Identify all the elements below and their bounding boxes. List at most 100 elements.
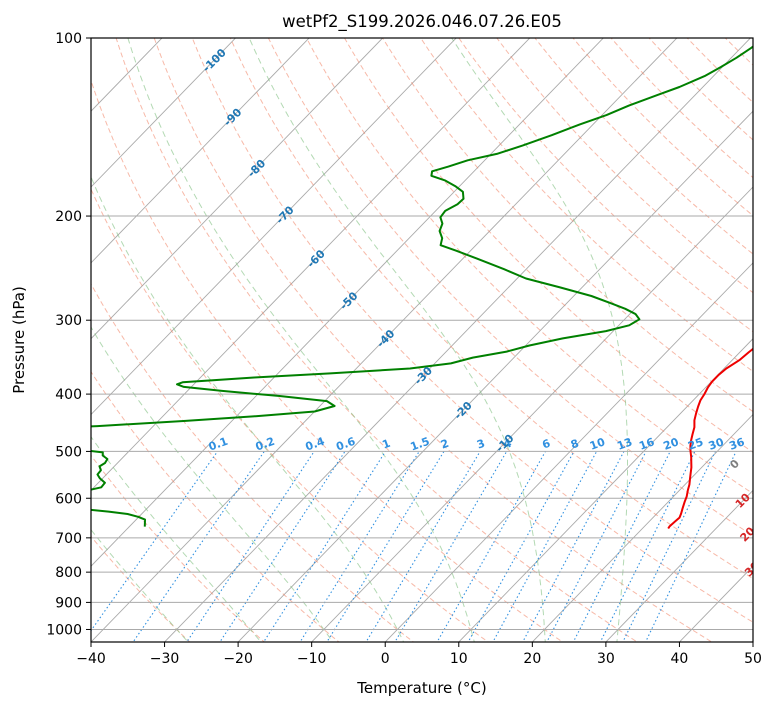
mixing-ratio-line xyxy=(492,451,598,642)
y-tick-label: 700 xyxy=(55,531,82,547)
isotherm-line xyxy=(605,489,753,642)
mixing-ratio-line xyxy=(132,451,265,642)
isotherm-line xyxy=(531,413,753,642)
mixing-ratio-line xyxy=(186,451,315,642)
y-axis-label: Pressure (hPa) xyxy=(10,286,28,394)
x-tick-label: −30 xyxy=(150,651,180,667)
mixing-ratio-line xyxy=(644,451,737,642)
isotherm-lines xyxy=(91,38,753,642)
x-tick-label: −40 xyxy=(76,651,106,667)
dry-adiabat-line xyxy=(153,38,713,642)
x-tick-label: −20 xyxy=(223,651,253,667)
mixing-ratio-label: 6 xyxy=(540,437,552,452)
mixing-ratio-label: 10 xyxy=(588,435,607,453)
isotherm-line xyxy=(91,38,531,491)
mixing-ratio-label: 0.6 xyxy=(334,435,357,454)
mixing-ratio-line xyxy=(436,451,546,642)
mixing-ratio-lines xyxy=(91,451,737,642)
mixing-ratio-line xyxy=(263,451,386,642)
mixing-ratio-line xyxy=(599,451,696,642)
isotherm-line xyxy=(91,38,457,416)
mixing-ratio-label: 3 xyxy=(475,437,487,452)
y-tick-label: 900 xyxy=(55,595,82,611)
moist-adiabat-line xyxy=(451,38,628,642)
dry-adiabat-line xyxy=(91,535,191,642)
x-axis-label: Temperature (°C) xyxy=(356,679,486,697)
isotherm-line xyxy=(91,38,384,340)
isotherm-line xyxy=(384,262,753,642)
dry-adiabat-line xyxy=(91,188,489,642)
dry-adiabat-line xyxy=(91,370,340,642)
mixing-ratio-label: 0.2 xyxy=(254,435,277,454)
mixing-ratio-label: 1.5 xyxy=(409,435,432,454)
mixing-ratio-label: 0.4 xyxy=(304,435,327,454)
isotherm-line xyxy=(237,110,753,642)
dewpoint-profile-line xyxy=(91,45,753,527)
mixing-ratio-label: 36 xyxy=(727,435,746,453)
dry-adiabat-line xyxy=(91,283,415,642)
dry-adiabat-line xyxy=(382,38,753,413)
mixing-ratio-label: 4 xyxy=(502,437,514,452)
chart-title: wetPf2_S199.2026.046.07.26.E05 xyxy=(282,12,562,32)
axes: −40 −30 −20 −10 0 10 20 30 40 50 1000 900 800 700 600 5… xyxy=(46,31,762,667)
y-tick-label: 1000 xyxy=(46,622,82,638)
mixing-ratio-line xyxy=(394,451,508,642)
mixing-ratio-label: 16 xyxy=(637,435,656,453)
y-tick-label: 400 xyxy=(55,387,82,403)
x-tick-label: −10 xyxy=(297,651,327,667)
mixing-ratio-label: 13 xyxy=(615,435,634,452)
sounding-profiles xyxy=(91,45,753,530)
mixing-ratio-label: 25 xyxy=(686,435,705,452)
mixing-ratio-line xyxy=(622,451,716,642)
y-tick-label: 500 xyxy=(55,444,82,460)
x-tick-label: 40 xyxy=(671,651,689,667)
dry-adiabat-line xyxy=(496,38,753,294)
dry-adiabat-line xyxy=(267,38,753,537)
dry-adiabat-line xyxy=(420,38,753,373)
y-tick-label: 200 xyxy=(55,209,82,225)
isotherm-line xyxy=(163,38,752,642)
pressure-gridlines xyxy=(91,38,753,630)
dry-adiabat-lines xyxy=(91,38,753,642)
temperature-profile-line xyxy=(667,347,753,530)
isotherm-line xyxy=(458,338,753,642)
isotherm-line xyxy=(91,38,237,188)
moist-adiabat-label: 30 xyxy=(742,559,762,579)
mixing-ratio-line xyxy=(91,451,218,632)
moist-adiabat-line xyxy=(91,436,262,642)
plot-frame xyxy=(90,37,754,643)
mixing-ratio-label: 1 xyxy=(380,437,392,452)
y-tick-label: 300 xyxy=(55,313,82,329)
moist-adiabat-lines xyxy=(91,38,628,642)
isotherm-line xyxy=(311,186,753,642)
dry-adiabat-line xyxy=(115,38,639,642)
moist-adiabat-line xyxy=(248,38,546,642)
dry-adiabat-line xyxy=(305,38,753,495)
mixing-ratio-label: 2 xyxy=(439,437,451,452)
dry-adiabat-line xyxy=(191,38,753,623)
moist-adiabat-line xyxy=(127,38,475,642)
mixing-ratio-label: 0.1 xyxy=(207,435,230,454)
dry-adiabat-line xyxy=(229,38,753,580)
dry-adiabat-line xyxy=(91,454,266,642)
mixing-ratio-label: 8 xyxy=(569,437,581,452)
x-tick-label: 0 xyxy=(381,651,390,667)
moist-adiabat-line xyxy=(91,326,334,642)
y-tick-label: 100 xyxy=(55,31,82,47)
dry-adiabat-line xyxy=(91,79,564,642)
mixing-ratio-line xyxy=(467,451,575,642)
x-tick-label: 30 xyxy=(597,651,615,667)
mixing-ratio-line xyxy=(219,451,346,642)
mixing-ratio-label: 20 xyxy=(662,435,681,453)
y-tick-label: 600 xyxy=(55,491,82,507)
isotherm-line xyxy=(91,38,678,642)
isotherm-line xyxy=(91,38,310,264)
x-tick-label: 10 xyxy=(450,651,468,667)
mixing-ratio-line xyxy=(572,451,671,642)
x-tick-label: 50 xyxy=(744,651,762,667)
mixing-ratio-line xyxy=(365,451,481,642)
x-tick-label: 20 xyxy=(523,651,541,667)
mixing-ratio-label: 30 xyxy=(707,435,726,453)
y-tick-label: 800 xyxy=(55,565,82,581)
